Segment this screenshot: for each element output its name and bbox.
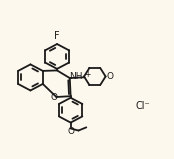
Text: Cl⁻: Cl⁻ — [135, 101, 150, 111]
Text: O: O — [50, 93, 57, 102]
Text: NH: NH — [69, 72, 83, 81]
Text: O: O — [67, 127, 74, 136]
Text: F: F — [54, 31, 60, 41]
Text: O: O — [107, 72, 114, 81]
Text: +: + — [85, 70, 91, 79]
